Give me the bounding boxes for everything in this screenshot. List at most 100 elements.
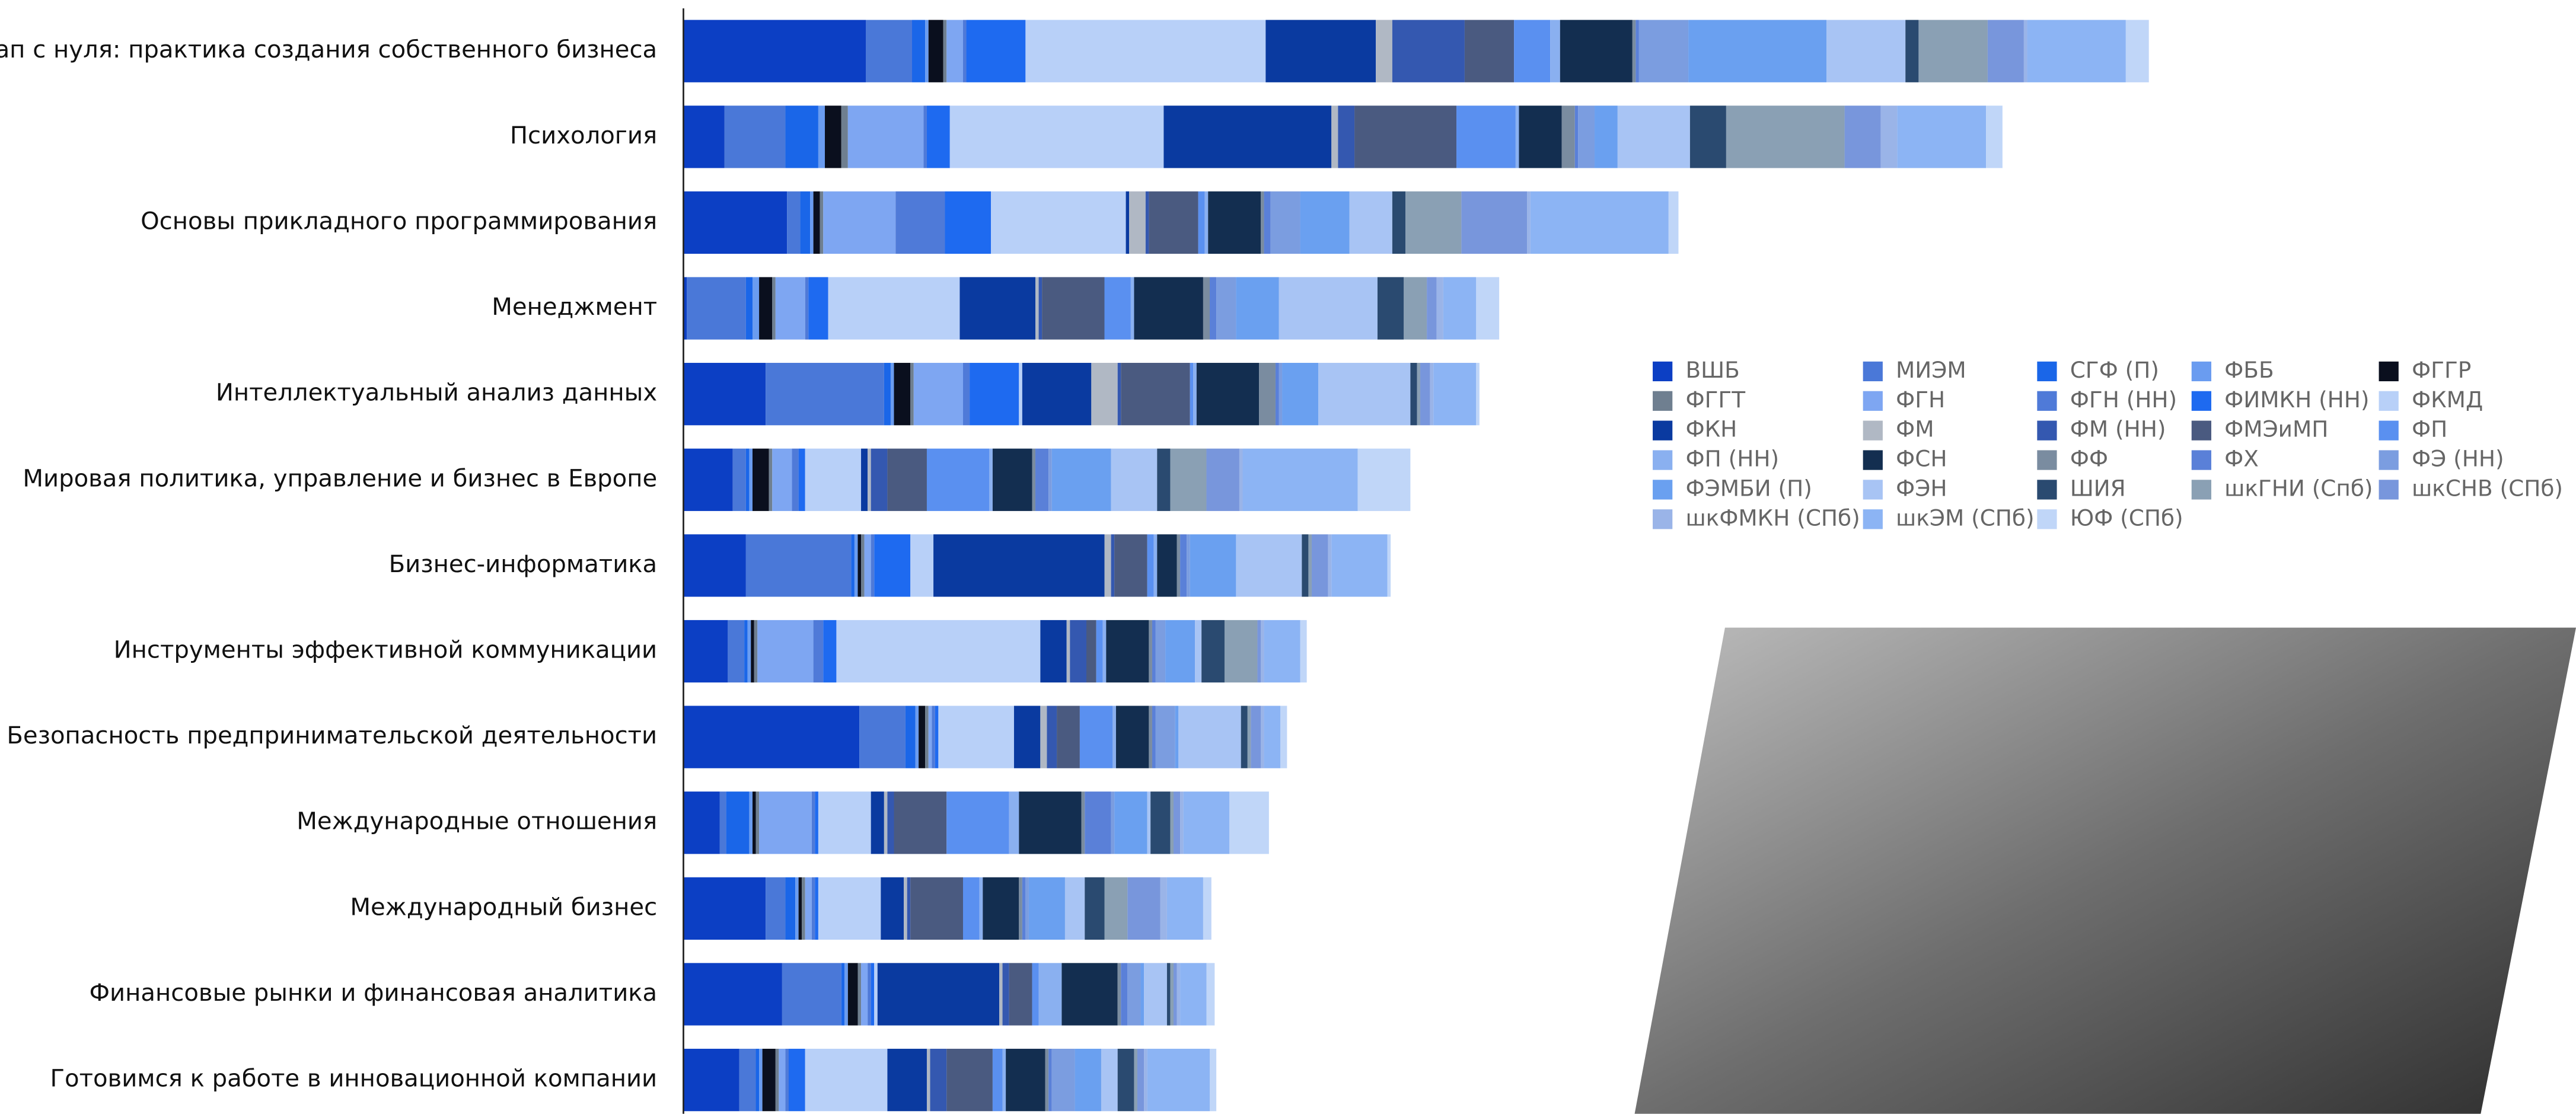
bar-segment <box>1595 106 1618 168</box>
legend-swatch <box>2037 420 2057 441</box>
bar-segment <box>1300 191 1350 254</box>
bar-segment <box>935 706 939 768</box>
bar-segment <box>1019 791 1082 854</box>
bar-segment <box>825 106 841 168</box>
bar-segment <box>925 20 929 82</box>
bar-segment <box>1308 534 1312 597</box>
bar-segment <box>970 363 1019 426</box>
bar-segment <box>687 277 746 340</box>
bar-segment <box>805 1048 888 1112</box>
bar-segment <box>877 963 1000 1026</box>
bar-segment <box>933 534 1105 597</box>
bar-segment <box>1242 448 1358 511</box>
bar-segment <box>1392 191 1406 254</box>
bar-segment <box>828 277 960 340</box>
bar-segment <box>1081 791 1085 854</box>
bar-segment <box>811 877 815 940</box>
bar-segment <box>1070 620 1087 683</box>
bar-segment <box>1331 534 1388 597</box>
bar-segment <box>874 963 878 1026</box>
bar-segment <box>1203 277 1210 340</box>
bar-segment <box>1905 20 1919 82</box>
bar-segment <box>1427 277 1437 340</box>
bar-segment <box>992 1048 1003 1112</box>
legend-swatch <box>2037 450 2057 470</box>
bar-segment <box>775 277 805 340</box>
bar-segment <box>1086 620 1096 683</box>
bar-segment <box>1170 448 1207 511</box>
bar-segment <box>752 277 760 340</box>
bar-segment <box>871 534 875 597</box>
bar-segment <box>1239 448 1243 511</box>
bar-segment <box>847 963 858 1026</box>
bar-segment <box>1104 277 1131 340</box>
legend-swatch <box>1863 509 1883 529</box>
bar-segment <box>1180 791 1184 854</box>
legend-swatch <box>2191 391 2211 411</box>
bar-segment <box>1311 534 1328 597</box>
bar-segment <box>1166 963 1171 1026</box>
bar-segment <box>1561 106 1575 168</box>
legend-label: шкФМКН (СПб) <box>1685 505 1860 531</box>
bar-segment <box>1061 963 1118 1026</box>
bar-segment <box>745 448 750 511</box>
bar-segment <box>1127 877 1161 940</box>
bar-segment <box>1130 277 1134 340</box>
bar-segment <box>1066 620 1070 683</box>
bar-segment <box>884 363 891 426</box>
bar-segment <box>871 448 888 511</box>
bar-segment <box>1145 191 1149 254</box>
bar-segment <box>1578 106 1595 168</box>
bar-segment <box>1417 363 1421 426</box>
bar-segment <box>815 877 818 940</box>
bar-segment <box>1247 706 1251 768</box>
legend-swatch <box>1653 361 1673 382</box>
bar-segment <box>798 877 802 940</box>
bar-segment <box>766 363 884 426</box>
bar-segment <box>1009 791 1019 854</box>
bar-segment <box>1038 963 1062 1026</box>
bar-segment <box>1574 106 1579 168</box>
bar-segment <box>1149 191 1198 254</box>
bar-segment <box>1091 363 1118 426</box>
legend-label: шкЭМ (СПб) <box>1896 505 2035 531</box>
bar-segment <box>755 791 760 854</box>
legend-swatch <box>1653 391 1673 411</box>
bar-segment <box>683 706 860 768</box>
legend-label: ФЭН <box>1896 475 1947 501</box>
bar-segment <box>989 448 993 511</box>
bar-segment <box>728 620 745 683</box>
bar-segment <box>894 791 947 854</box>
bar-segment <box>1476 277 1500 340</box>
bar-segment <box>810 191 814 254</box>
bar-segment <box>1198 191 1205 254</box>
legend-label: ФМ (НН) <box>2070 416 2166 442</box>
legend-swatch <box>1863 391 1883 411</box>
bar-segment <box>1236 277 1279 340</box>
bar-segment <box>1236 534 1302 597</box>
legend-label: шкГНИ (Спб) <box>2224 475 2373 501</box>
bar-segment <box>1117 1048 1134 1112</box>
bar-segment <box>1035 277 1039 340</box>
bar-segment <box>1210 277 1217 340</box>
bar-segment <box>759 791 812 854</box>
bar-segment <box>1040 706 1047 768</box>
bar-segment <box>887 791 894 854</box>
bar-segment <box>871 963 875 1026</box>
bar-segment <box>759 277 773 340</box>
category-label: Инструменты эффективной коммуникации <box>114 637 658 664</box>
legend-swatch <box>1653 480 1673 500</box>
bar-segment <box>836 620 1041 683</box>
bar-segment <box>772 448 792 511</box>
bar-segment <box>1430 363 1434 426</box>
bar-segment <box>1208 191 1261 254</box>
bar-segment <box>844 963 848 1026</box>
legend-swatch <box>1653 420 1673 441</box>
bar-segment <box>1241 706 1248 768</box>
bar-segment <box>683 448 733 511</box>
legend-swatch <box>2037 480 2057 500</box>
bar-segment <box>1147 534 1154 597</box>
bar-segment <box>959 277 1036 340</box>
bar-segment <box>1042 277 1105 340</box>
legend-label: ФГН <box>1896 387 1945 413</box>
